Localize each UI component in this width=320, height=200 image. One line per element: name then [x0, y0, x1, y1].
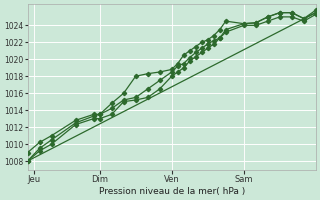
X-axis label: Pression niveau de la mer( hPa ): Pression niveau de la mer( hPa ) — [99, 187, 245, 196]
